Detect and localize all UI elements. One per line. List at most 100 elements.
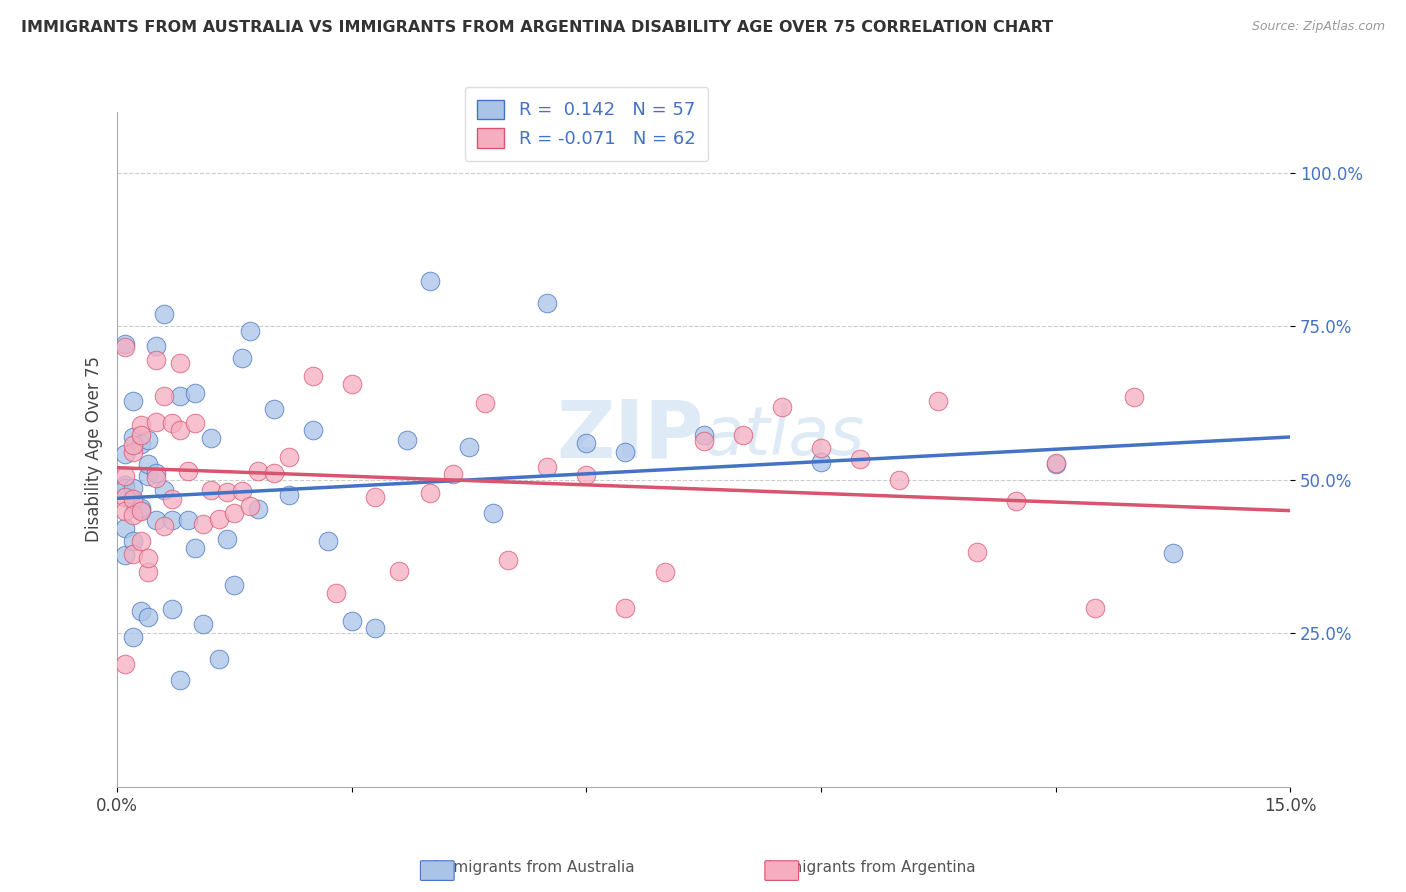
Point (121, 445, 143, 459)
Point (1045, 456, 1067, 470)
Point (160, 416, 183, 430)
Point (145, 467, 167, 481)
Point (208, 652, 231, 666)
Point (129, 502, 152, 516)
Point (138, 551, 160, 566)
Point (278, 488, 301, 502)
Point (810, 455, 832, 469)
Point (193, 617, 215, 632)
Point (145, 415, 167, 429)
Point (927, 393, 949, 408)
Point (145, 339, 167, 353)
Point (458, 440, 481, 454)
Point (231, 351, 253, 365)
Point (1045, 457, 1067, 471)
Point (246, 464, 269, 478)
Point (889, 473, 911, 487)
Point (301, 368, 323, 383)
Point (200, 483, 222, 497)
Point (138, 565, 160, 579)
Point (138, 433, 160, 447)
Point (419, 273, 441, 287)
Point (160, 492, 183, 507)
Point (536, 459, 558, 474)
Point (278, 450, 301, 464)
Point (138, 457, 160, 471)
Point (121, 438, 143, 452)
Point (419, 486, 441, 500)
Point (614, 601, 637, 615)
Text: IMMIGRANTS FROM AUSTRALIA VS IMMIGRANTS FROM ARGENTINA DISABILITY AGE OVER 75 CO: IMMIGRANTS FROM AUSTRALIA VS IMMIGRANTS … (21, 20, 1053, 35)
Text: atlas: atlas (703, 403, 865, 469)
Point (176, 513, 198, 527)
Point (263, 401, 285, 416)
Point (224, 506, 246, 520)
Point (145, 471, 167, 485)
Point (325, 586, 347, 600)
Point (169, 356, 191, 370)
Point (263, 467, 285, 481)
Point (114, 340, 136, 354)
Point (160, 513, 183, 527)
Point (193, 517, 215, 532)
Point (208, 512, 231, 526)
Point (1084, 601, 1107, 615)
Point (129, 427, 152, 442)
Point (575, 467, 598, 482)
Point (231, 484, 253, 499)
Point (121, 547, 143, 561)
Point (138, 610, 160, 624)
Point (1161, 546, 1184, 560)
Point (364, 621, 387, 635)
Point (129, 418, 152, 433)
Point (395, 434, 418, 448)
Point (114, 490, 136, 504)
Point (129, 604, 152, 618)
Point (246, 502, 269, 516)
Point (121, 430, 143, 444)
Point (692, 428, 714, 442)
Point (121, 534, 143, 549)
Point (169, 389, 191, 403)
Point (153, 307, 176, 321)
Text: Source: ZipAtlas.com: Source: ZipAtlas.com (1251, 20, 1385, 33)
Point (121, 492, 143, 507)
Point (129, 501, 152, 516)
Point (654, 565, 676, 579)
Point (114, 521, 136, 535)
Point (388, 564, 411, 578)
Point (114, 447, 136, 461)
Point (340, 377, 363, 392)
Point (145, 353, 167, 368)
Point (239, 324, 262, 338)
Point (301, 423, 323, 437)
Point (121, 508, 143, 522)
Legend: R =  0.142   N = 57, R = -0.071   N = 62: R = 0.142 N = 57, R = -0.071 N = 62 (464, 87, 709, 161)
Point (184, 386, 207, 401)
Point (129, 504, 152, 518)
Text: Immigrants from Australia: Immigrants from Australia (434, 860, 634, 874)
Point (114, 481, 136, 495)
Point (129, 533, 152, 548)
Point (114, 504, 136, 518)
Point (145, 512, 167, 526)
Point (200, 431, 222, 445)
Point (169, 673, 191, 687)
Point (121, 394, 143, 409)
Point (114, 549, 136, 563)
Point (575, 436, 598, 450)
Point (114, 657, 136, 671)
Point (138, 469, 160, 483)
Point (153, 519, 176, 533)
Point (443, 467, 465, 482)
Point (239, 499, 262, 513)
Point (810, 442, 832, 456)
Point (121, 495, 143, 509)
Point (614, 445, 637, 459)
Point (364, 491, 387, 505)
Point (481, 506, 503, 520)
Point (318, 534, 340, 549)
Point (160, 602, 183, 616)
Point (114, 478, 136, 492)
Text: ZIP: ZIP (557, 397, 703, 475)
